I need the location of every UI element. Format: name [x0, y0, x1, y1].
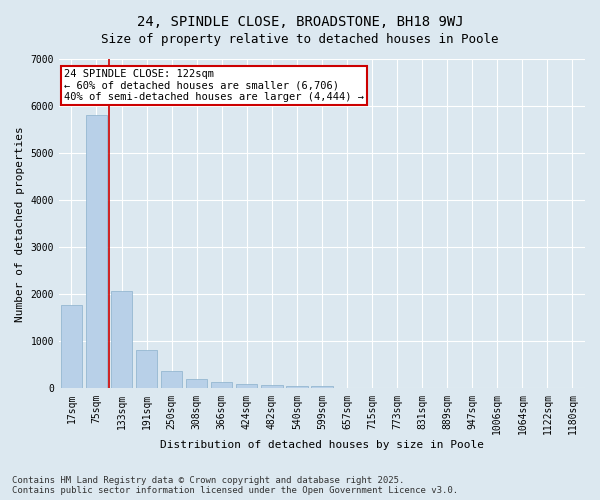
Text: 24 SPINDLE CLOSE: 122sqm
← 60% of detached houses are smaller (6,706)
40% of sem: 24 SPINDLE CLOSE: 122sqm ← 60% of detach…: [64, 69, 364, 102]
Bar: [161, 371, 182, 388]
Bar: [186, 378, 208, 388]
Bar: [286, 386, 308, 388]
Bar: [86, 114, 107, 388]
Bar: [311, 386, 332, 388]
X-axis label: Distribution of detached houses by size in Poole: Distribution of detached houses by size …: [160, 440, 484, 450]
Bar: [111, 290, 132, 388]
Bar: [211, 382, 232, 388]
Bar: [61, 304, 82, 388]
Text: Contains HM Land Registry data © Crown copyright and database right 2025.
Contai: Contains HM Land Registry data © Crown c…: [12, 476, 458, 495]
Bar: [236, 384, 257, 388]
Y-axis label: Number of detached properties: Number of detached properties: [15, 126, 25, 322]
Bar: [261, 385, 283, 388]
Text: Size of property relative to detached houses in Poole: Size of property relative to detached ho…: [101, 32, 499, 46]
Bar: [136, 350, 157, 389]
Text: 24, SPINDLE CLOSE, BROADSTONE, BH18 9WJ: 24, SPINDLE CLOSE, BROADSTONE, BH18 9WJ: [137, 15, 463, 29]
